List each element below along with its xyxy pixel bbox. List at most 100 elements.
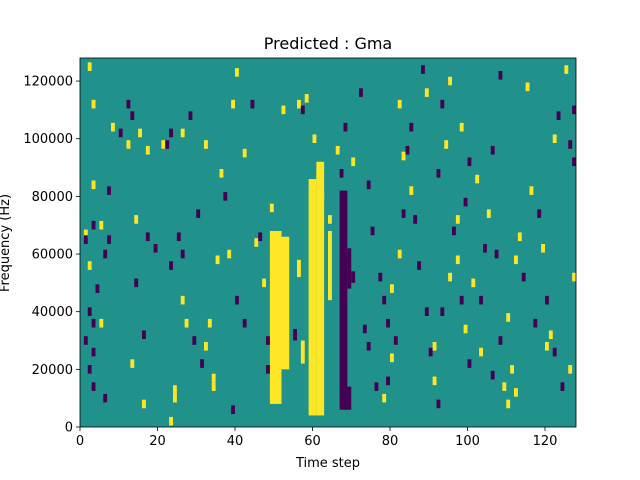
heatmap-cell (390, 284, 394, 293)
heatmap-cell (459, 122, 464, 132)
heatmap-cell (397, 249, 402, 259)
heatmap-cell (455, 215, 460, 224)
heatmap-cell (176, 232, 181, 242)
heatmap-cell (362, 324, 367, 334)
heatmap-cell (490, 145, 495, 155)
y-tick-label: 0 (65, 421, 73, 436)
heatmap-cell (145, 145, 150, 155)
x-tick-label: 120 (533, 434, 558, 449)
heatmap-cell (498, 336, 503, 345)
heatmap-cell (335, 145, 340, 155)
heatmap-cell (541, 243, 545, 253)
heatmap-cell (142, 399, 146, 409)
heatmap-cell (215, 255, 220, 265)
heatmap-cell (281, 105, 286, 115)
heatmap-cell (386, 318, 390, 328)
heatmap-cell (436, 399, 441, 409)
heatmap-cell (153, 243, 158, 253)
heatmap-cell (525, 82, 530, 92)
heatmap-cell (386, 376, 390, 386)
heatmap-cell (107, 235, 111, 244)
heatmap-cell (184, 318, 189, 328)
chart-title: Predicted : Gma (264, 34, 392, 53)
heatmap-cell (564, 65, 569, 74)
heatmap-cell (266, 365, 270, 374)
heatmap-cell (370, 226, 375, 236)
heatmap-cell (269, 203, 274, 213)
heatmap-cell (444, 140, 449, 149)
heatmap-cell (130, 359, 135, 368)
heatmap-cell (142, 330, 146, 340)
heatmap-cell (211, 382, 216, 391)
heatmap-cell (529, 186, 534, 195)
heatmap-cell (560, 382, 565, 391)
heatmap-cell (514, 255, 518, 265)
heatmap-cell (382, 295, 387, 305)
heatmap-band (339, 190, 348, 410)
heatmap-cell (463, 324, 468, 334)
heatmap-cell (510, 365, 514, 374)
heatmap-cell (118, 128, 123, 138)
heatmap-cell (304, 94, 309, 103)
heatmap-cell (145, 232, 150, 242)
x-axis: 0 20 40 60 80 100 120 (76, 427, 558, 449)
y-axis: 0 20000 40000 60000 80000 100000 120000 (23, 75, 80, 436)
heatmap-cell (231, 405, 235, 415)
heatmap-cell (99, 220, 104, 230)
heatmap-cell (475, 174, 480, 184)
heatmap-cell (471, 278, 476, 288)
y-axis-label: Frequency (Hz) (0, 194, 13, 292)
heatmap-cell (103, 393, 108, 403)
heatmap-cell (506, 313, 511, 322)
heatmap-cell (242, 148, 247, 158)
heatmap-cell (448, 272, 452, 282)
plot-area (79, 57, 577, 428)
heatmap-cell (436, 169, 441, 178)
heatmap-cell (320, 192, 325, 201)
heatmap-band (297, 259, 301, 278)
heatmap-cell (572, 272, 576, 282)
heatmap-band (269, 230, 282, 404)
heatmap-cell (227, 249, 232, 259)
heatmap-cell (165, 140, 170, 149)
heatmap-band (347, 248, 352, 289)
heatmap-cell (393, 336, 398, 345)
heatmap-cell (545, 341, 549, 351)
heatmap-cell (103, 249, 108, 259)
heatmap-cell (316, 169, 321, 178)
heatmap-cell (134, 278, 139, 288)
heatmap-cell (266, 336, 270, 345)
heatmap-cell (382, 393, 387, 403)
heatmap-band (328, 230, 332, 301)
heatmap-cell (432, 341, 437, 351)
heatmap-cell (95, 284, 100, 293)
heatmap-cell (231, 99, 235, 109)
heatmap-cell (440, 99, 445, 109)
heatmap-cell (300, 105, 305, 115)
heatmap-cell (211, 373, 216, 383)
heatmap-cell (87, 365, 92, 374)
heatmap-cell (91, 220, 96, 230)
heatmap-cell (452, 226, 456, 236)
heatmap-cell (188, 111, 193, 120)
heatmap-cell (207, 318, 212, 328)
heatmap-band (316, 161, 325, 416)
x-tick-label: 100 (455, 434, 480, 449)
heatmap-cell (378, 272, 383, 282)
x-tick-label: 60 (304, 434, 321, 449)
heatmap-cell (483, 243, 487, 253)
heatmap-cell (545, 295, 549, 305)
heatmap-cell (432, 376, 437, 386)
heatmap-cell (91, 347, 96, 357)
x-tick-label: 0 (76, 434, 84, 449)
heatmap-cell (390, 353, 394, 363)
heatmap-cell (459, 295, 464, 305)
heatmap-cell (490, 370, 495, 380)
heatmap-cell (409, 122, 414, 132)
heatmap-cell (572, 105, 576, 115)
heatmap-cell (204, 341, 208, 351)
heatmap-cell (568, 140, 573, 149)
y-tick-label: 100000 (23, 132, 73, 147)
heatmap-cell (169, 416, 173, 426)
